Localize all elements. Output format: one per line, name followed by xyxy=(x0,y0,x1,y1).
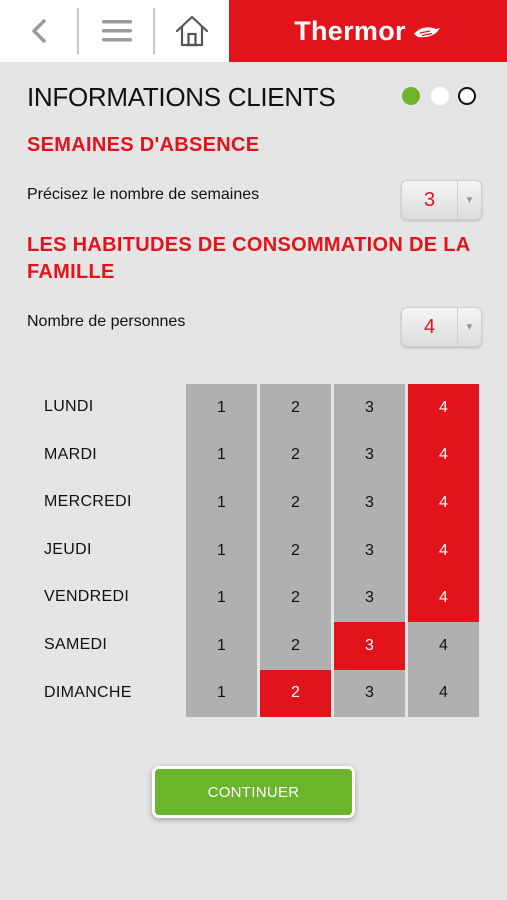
chevron-left-icon xyxy=(32,19,46,43)
day-option-cell[interactable]: 1 xyxy=(186,431,257,480)
page-title: INFORMATIONS CLIENTS xyxy=(27,82,336,112)
day-option-cell[interactable]: 4 xyxy=(408,479,479,527)
day-option-cell[interactable]: 4 xyxy=(408,384,479,432)
day-label: MARDI xyxy=(44,445,98,463)
day-option-cell[interactable]: 1 xyxy=(186,526,257,575)
persons-label: Nombre de personnes xyxy=(27,313,186,330)
day-option-cell[interactable]: 3 xyxy=(334,622,405,670)
weeks-label: Précisez le nombre de semaines xyxy=(27,186,260,203)
day-label: LUNDI xyxy=(44,398,94,415)
day-label: VENDREDI xyxy=(44,588,130,606)
day-option-cell[interactable]: 2 xyxy=(260,622,331,670)
day-option-cell[interactable]: 2 xyxy=(260,431,331,480)
day-option-cell[interactable]: 3 xyxy=(334,479,405,527)
day-label: SAMEDI xyxy=(44,636,108,653)
day-option-cell[interactable]: 4 xyxy=(408,622,479,670)
day-option-cell[interactable]: 2 xyxy=(260,384,331,432)
weeks-select[interactable]: 3 ▼ xyxy=(401,180,482,220)
top-bar: Thermor xyxy=(0,0,507,62)
day-option-cell[interactable]: 3 xyxy=(334,669,405,718)
day-option-cell[interactable]: 2 xyxy=(260,669,331,718)
day-option-cell[interactable]: 3 xyxy=(334,574,405,622)
day-option-cell[interactable]: 4 xyxy=(408,526,479,575)
day-option-cell[interactable]: 4 xyxy=(408,431,479,480)
day-option-cell[interactable]: 3 xyxy=(334,384,405,432)
chevron-down-icon: ▼ xyxy=(457,308,481,346)
day-option-cell[interactable]: 1 xyxy=(186,669,257,718)
day-option-cell[interactable]: 3 xyxy=(334,431,405,480)
weeks-select-value: 3 xyxy=(423,189,436,211)
day-option-cell[interactable]: 1 xyxy=(186,479,257,527)
persons-select[interactable]: 4 ▼ xyxy=(401,307,482,347)
hamburger-menu-icon xyxy=(101,20,132,42)
step-indicator-active xyxy=(402,87,420,105)
brand-name: Thermor xyxy=(294,15,406,46)
step-indicator xyxy=(458,87,476,105)
day-option-cell[interactable]: 3 xyxy=(334,526,405,575)
day-option-cell[interactable]: 1 xyxy=(186,622,257,670)
step-indicator xyxy=(431,87,449,105)
nav-divider xyxy=(153,8,155,54)
chevron-down-icon: ▼ xyxy=(457,181,481,219)
day-option-cell[interactable]: 2 xyxy=(260,574,331,622)
nav-divider xyxy=(77,8,79,54)
thermor-logo-mark xyxy=(413,27,440,38)
home-button[interactable] xyxy=(155,0,228,62)
menu-button[interactable] xyxy=(80,0,153,62)
day-option-cell[interactable]: 4 xyxy=(408,574,479,622)
home-icon xyxy=(175,15,208,47)
day-option-cell[interactable]: 1 xyxy=(186,384,257,432)
section-title-habits: LES HABITUDES DE CONSOMMATION DE LA FAMI… xyxy=(27,234,470,283)
back-button[interactable] xyxy=(0,0,78,62)
brand-logo: Thermor xyxy=(229,0,507,62)
day-option-cell[interactable]: 1 xyxy=(186,574,257,622)
day-option-cell[interactable]: 2 xyxy=(260,526,331,575)
day-option-cell[interactable]: 2 xyxy=(260,479,331,527)
day-label: JEUDI xyxy=(44,540,92,558)
continue-button[interactable]: CONTINUER xyxy=(152,766,355,818)
day-option-cell[interactable]: 4 xyxy=(408,669,479,718)
day-label: MERCREDI xyxy=(44,493,132,511)
section-title-absence: SEMAINES D'ABSENCE xyxy=(27,134,260,156)
day-label: DIMANCHE xyxy=(44,683,132,701)
persons-select-value: 4 xyxy=(423,316,436,338)
